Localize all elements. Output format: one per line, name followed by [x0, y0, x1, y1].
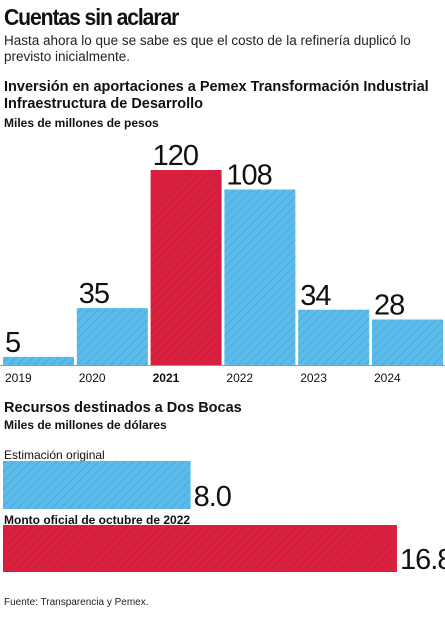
tick-label-2024: 2024 [374, 371, 401, 385]
chart1-unit-label: Miles de millones de pesos [4, 116, 159, 130]
hbar-category-label-1: Estimación original [4, 448, 105, 462]
tick-label-2021: 2021 [153, 371, 180, 385]
bar-hatch-2023 [298, 309, 370, 365]
tick-label-2023: 2023 [300, 371, 327, 385]
bar-value-2022: 108 [226, 160, 271, 192]
dos-bocas-bar-chart: Estimación original 8.0 Monto oficial de o… [3, 448, 445, 576]
headline: Cuentas sin aclarar [4, 4, 179, 30]
tick-label-2022: 2022 [226, 371, 253, 385]
intro-text: Hasta ahora lo que se sabe es que el cos… [4, 33, 411, 64]
tick-label-2019: 2019 [5, 371, 32, 385]
bar-hatch-2021 [150, 170, 222, 365]
hbar-value-2: 16.8 [400, 544, 445, 576]
hbar-value-1: 8.0 [194, 481, 231, 513]
tick-label-2020: 2020 [79, 371, 106, 385]
bar-hatch-2024 [372, 319, 443, 365]
source-note: Fuente: Transparencia y Pemex. [4, 597, 149, 608]
investment-bar-chart: 5 2019 35 2020 120 2021 108 2022 34 2023 28 2024 [0, 140, 445, 385]
chart2-title: Recursos destinados a Dos Bocas [4, 400, 242, 416]
bar-hatch-2020 [76, 308, 148, 365]
bar-hatch-2019 [3, 356, 74, 365]
bar-value-2019: 5 [5, 327, 20, 359]
chart2-unit-label: Miles de millones de dólares [4, 418, 167, 432]
bar-value-2024: 28 [374, 290, 404, 322]
hbar-hatch-2 [3, 525, 397, 572]
hbar-category-label-2: Monto oficial de octubre de 2022 [4, 513, 190, 527]
hbar-hatch-1 [3, 461, 191, 509]
bar-value-2021: 120 [153, 140, 198, 172]
chart1-title: Inversión en aportaciones a Pemex Transf… [4, 79, 429, 112]
bar-hatch-2022 [224, 189, 296, 365]
bar-value-2023: 34 [300, 280, 331, 312]
bar-value-2020: 35 [79, 278, 109, 310]
